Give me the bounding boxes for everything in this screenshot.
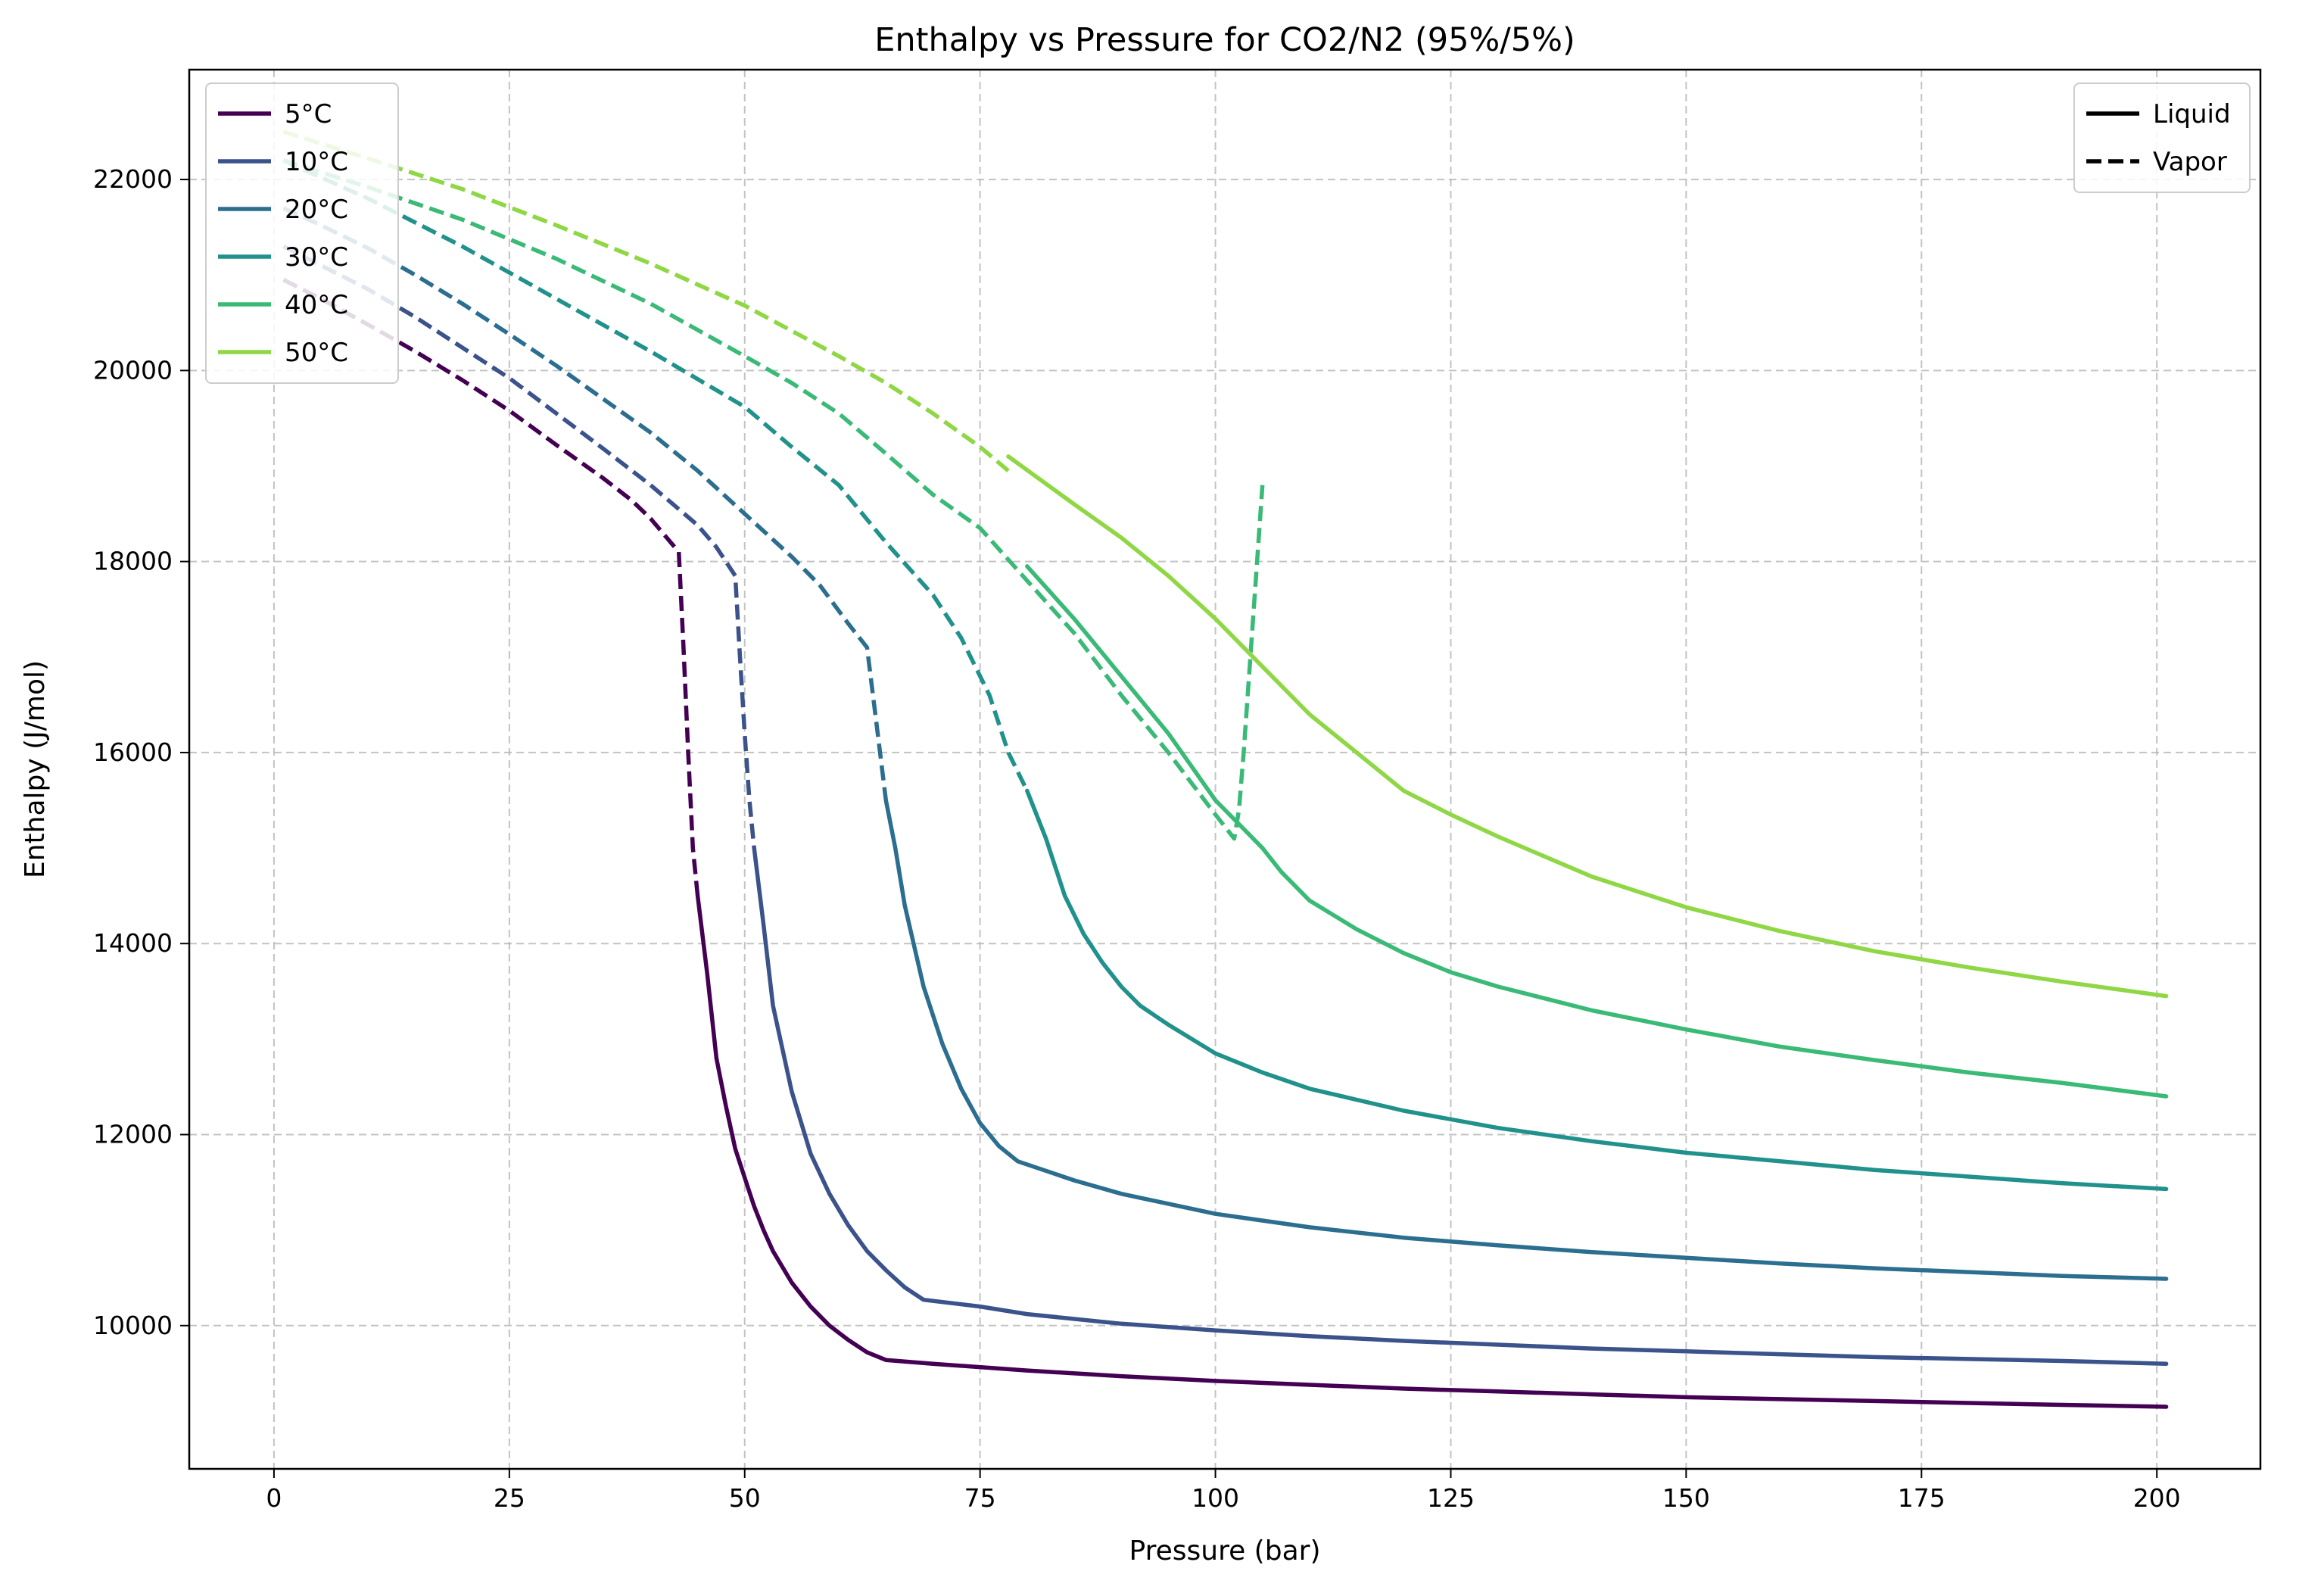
legend-label: 5°C <box>285 99 332 129</box>
legend-temperature: 5°C 10°C 20°C 30°C 40°C 50°C <box>205 83 399 384</box>
series-layer <box>282 129 2169 1409</box>
plot-frame <box>188 68 2262 1470</box>
series-liquid-line <box>883 798 2169 1281</box>
series-6 <box>282 129 2169 999</box>
y-axis: 10000 12000 14000 16000 18000 20000 22000 <box>93 164 189 1340</box>
series-liquid-line <box>1025 564 2169 1099</box>
y-tick-label: 10000 <box>93 1311 173 1340</box>
legend-label: 40°C <box>285 290 348 320</box>
y-tick-label: 18000 <box>93 547 173 576</box>
y-axis-label: Enthalpy (J/mol) <box>20 660 51 878</box>
legend-phase-box <box>2073 83 2251 193</box>
y-tick-label: 12000 <box>93 1119 173 1149</box>
series-liquid-line <box>1006 454 2169 999</box>
x-tick-label: 150 <box>1662 1483 1710 1513</box>
x-tick-label: 175 <box>1898 1483 1945 1513</box>
series-vapor-line <box>282 158 1265 841</box>
series-vapor-line <box>282 129 1010 472</box>
x-tick-label: 125 <box>1427 1483 1475 1513</box>
legend-label: 10°C <box>285 147 348 177</box>
y-tick-label: 20000 <box>93 355 173 385</box>
x-tick-label: 50 <box>729 1483 761 1513</box>
legend-phase: Liquid Vapor <box>2073 83 2251 193</box>
series-liquid-line <box>752 846 2169 1366</box>
series-liquid-line <box>1025 788 2169 1192</box>
legend-label: Liquid <box>2153 99 2231 129</box>
x-axis-label: Pressure (bar) <box>1129 1535 1321 1567</box>
x-tick-label: 75 <box>964 1483 996 1513</box>
x-tick-label: 25 <box>494 1483 525 1513</box>
x-tick-label: 200 <box>2133 1483 2181 1513</box>
y-tick-label: 14000 <box>93 928 173 958</box>
legend-label: 30°C <box>285 242 348 273</box>
y-tick-label: 22000 <box>93 164 173 194</box>
legend-label: 50°C <box>285 338 348 368</box>
series-liquid-line <box>695 893 2169 1409</box>
chart-title: Enthalpy vs Pressure for CO2/N2 (95%/5%) <box>874 21 1575 59</box>
x-tick-label: 0 <box>266 1483 282 1513</box>
series-vapor-line <box>282 158 1030 792</box>
x-axis: 0 25 50 75 100 125 150 175 200 <box>266 1469 2181 1513</box>
y-tick-label: 16000 <box>93 737 173 767</box>
legend-temperature-box <box>205 83 399 384</box>
grid <box>189 70 2260 1469</box>
legend-label: Vapor <box>2153 147 2227 177</box>
legend-label: 20°C <box>285 195 348 225</box>
x-tick-label: 100 <box>1192 1483 1239 1513</box>
series-4 <box>282 158 2169 1192</box>
series-vapor-line <box>282 206 889 801</box>
series-3 <box>282 206 2169 1281</box>
series-5 <box>282 158 2169 1099</box>
